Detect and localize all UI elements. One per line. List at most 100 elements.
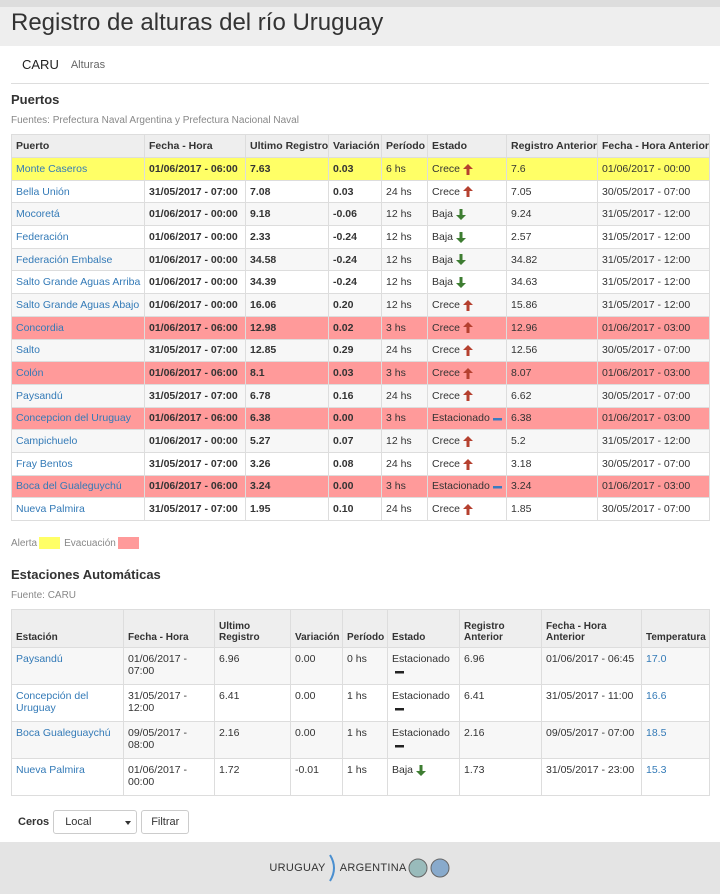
link[interactable]: Paysandú <box>16 389 63 402</box>
cell: 34.58 <box>245 247 329 272</box>
section-title: Estaciones Automáticas <box>11 567 161 582</box>
cell-text: 31/05/2017 - 12:00 <box>602 435 691 448</box>
cell: Colón <box>11 361 145 385</box>
cell-text: 01/06/2017 - 06:00 <box>149 162 238 175</box>
link[interactable]: Federación <box>16 230 69 243</box>
cell-text: 0.03 <box>333 162 354 175</box>
cell: 12 hs <box>381 429 428 453</box>
cell-text: 31/05/2017 - 12:00 <box>602 208 691 221</box>
cell-text: Estacionado <box>432 412 490 425</box>
cell-text: 12.85 <box>250 344 277 357</box>
cell-text: 01/06/2017 - 00:00 <box>149 230 238 243</box>
logo-emblems <box>408 858 450 878</box>
link[interactable]: Mocoretá <box>16 208 60 221</box>
trend-icon <box>463 163 474 175</box>
cell: 7.05 <box>506 179 598 204</box>
row: Concepción del Uruguay 31/05/2017 - 12:00… <box>11 684 710 722</box>
link[interactable]: Boca del Gualeguychú <box>16 480 122 493</box>
cell-text: 34.58 <box>250 253 277 266</box>
cell: 0.00 <box>328 406 382 431</box>
cell-text: 2.33 <box>250 230 271 243</box>
row: Boca Gualeguaychú 09/05/2017 - 08:00 2.16 0… <box>11 721 710 759</box>
cell: Estacionado <box>387 684 460 722</box>
cell: 12 hs <box>381 293 428 317</box>
footer: URUGUAY ARGENTINA <box>0 842 720 894</box>
cell: 31/05/2017 - 07:00 <box>144 179 246 204</box>
cell: Boca Gualeguaychú <box>11 721 124 759</box>
cell-text: 0.10 <box>333 503 354 516</box>
cell: Estacionado <box>427 474 507 499</box>
cell-text: 31/05/2017 - 12:00 <box>602 230 691 243</box>
cell: 2.33 <box>245 225 329 249</box>
link[interactable]: Boca Gualeguaychú <box>16 727 111 739</box>
cell: 7.08 <box>245 179 329 204</box>
cell: 6.38 <box>245 406 329 431</box>
cell: 01/06/2017 - 06:00 <box>144 157 246 181</box>
link[interactable]: Federación Embalse <box>16 253 113 266</box>
button[interactable]: Filtrar <box>141 810 190 834</box>
link[interactable]: Monte Caseros <box>16 162 88 175</box>
column-header: Registro Anterior <box>459 609 542 648</box>
link[interactable]: Salto Grande Aguas Arriba <box>16 276 141 289</box>
cell: 1 hs <box>342 758 388 796</box>
cell-text: Crece <box>432 162 461 175</box>
link[interactable]: Concepcion del Uruguay <box>16 412 131 425</box>
cell-text: 01/06/2017 - 06:00 <box>149 367 238 380</box>
cell-text: 6 hs <box>386 162 406 175</box>
cell: 34.63 <box>506 270 598 295</box>
cell-text: 31/05/2017 - 12:00 <box>128 690 187 714</box>
legend: Alerta Evacuación <box>11 537 709 549</box>
row: Monte Caseros 01/06/2017 - 06:00 7.63 0.03 6… <box>11 157 710 181</box>
cell-text: 09/05/2017 - 07:00 <box>546 727 635 739</box>
cell: 24 hs <box>381 179 428 204</box>
cell-text: 8.1 <box>250 367 265 380</box>
cell-text: 12.98 <box>250 321 277 334</box>
cell-text: 6.38 <box>511 412 532 425</box>
cell: 15.3 <box>641 758 710 796</box>
link[interactable]: 16.6 <box>646 690 667 702</box>
column-header: Temperatura <box>641 609 710 648</box>
link[interactable]: 15.3 <box>646 764 667 776</box>
cell: 1.72 <box>214 758 291 796</box>
cell: 09/05/2017 - 07:00 <box>541 721 642 759</box>
row: Paysandú 01/06/2017 - 07:00 6.96 0.00 0 hs Es… <box>11 647 710 685</box>
link[interactable]: Campichuelo <box>16 435 78 448</box>
cell-text: 3.24 <box>250 480 271 493</box>
link[interactable]: Bella Unión <box>16 185 70 198</box>
cell-text: 3 hs <box>386 321 406 334</box>
column-header: Fecha - Hora <box>144 134 246 158</box>
nav-brand[interactable]: CARU <box>22 57 59 72</box>
trend-icon <box>456 277 467 288</box>
link[interactable]: Salto <box>16 344 40 357</box>
cell: Baja <box>387 758 460 796</box>
row: Salto Grande Aguas Abajo 01/06/2017 - 00:… <box>11 293 710 317</box>
select[interactable]: Local <box>53 810 138 834</box>
link[interactable]: Nueva Palmira <box>16 764 85 776</box>
cell: 2.16 <box>459 721 542 759</box>
logo: URUGUAY ARGENTINA <box>269 853 450 883</box>
cell: 2.57 <box>506 225 598 249</box>
link[interactable]: Concordia <box>16 321 64 334</box>
link[interactable]: Paysandú <box>16 653 63 665</box>
cell: 0.07 <box>328 429 382 453</box>
link[interactable]: 17.0 <box>646 653 667 665</box>
row: Federación 01/06/2017 - 00:00 2.33 -0.24 12 … <box>11 225 710 249</box>
link[interactable]: 18.5 <box>646 727 667 739</box>
link[interactable]: Fray Bentos <box>16 457 73 470</box>
link[interactable]: Salto Grande Aguas Abajo <box>16 298 140 311</box>
link[interactable]: Colón <box>16 367 44 380</box>
cell: Mocoretá <box>11 202 145 227</box>
link[interactable]: Nueva Palmira <box>16 503 85 516</box>
cell-text: 2.57 <box>511 230 532 243</box>
nav-link[interactable]: Alturas <box>70 58 106 71</box>
cell: 31/05/2017 - 12:00 <box>597 429 710 453</box>
trend-icon <box>395 744 404 748</box>
cell: 12.85 <box>245 338 329 363</box>
link[interactable]: Concepción del Uruguay <box>16 690 89 714</box>
logo-divider <box>328 854 335 882</box>
cell: 7.6 <box>506 157 598 181</box>
cell: Nueva Palmira <box>11 758 124 796</box>
cell-text: 1.72 <box>219 764 240 776</box>
